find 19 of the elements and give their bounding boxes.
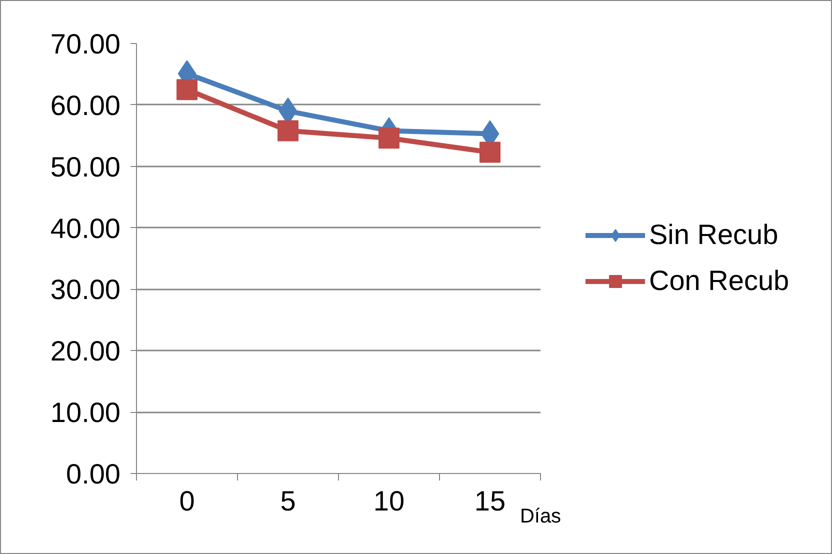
y-tick-label: 10.00 [50,397,121,428]
y-tick-label: 30.00 [50,274,121,306]
y-tick-label: 0.00 [66,458,121,490]
y-tick-label: 70.00 [50,28,121,60]
point [176,79,198,100]
y-tick-label: 20.00 [50,336,121,367]
legend-label: Con Recub [649,265,790,297]
point [378,128,400,149]
x-tick-label: 0 [179,486,195,516]
x-tick-label: 15 [474,486,506,516]
y-tick-label: 40.00 [50,212,121,244]
x-tick-label: 10 [373,486,405,516]
x-tick-label: 5 [280,486,296,516]
y-tick-label: 60.00 [50,90,121,121]
legend-label: Sin Recub [649,219,778,251]
x-axis-title: Días [520,506,562,528]
y-tick-label: 50.00 [50,151,121,182]
point [278,120,298,142]
point [480,142,500,163]
